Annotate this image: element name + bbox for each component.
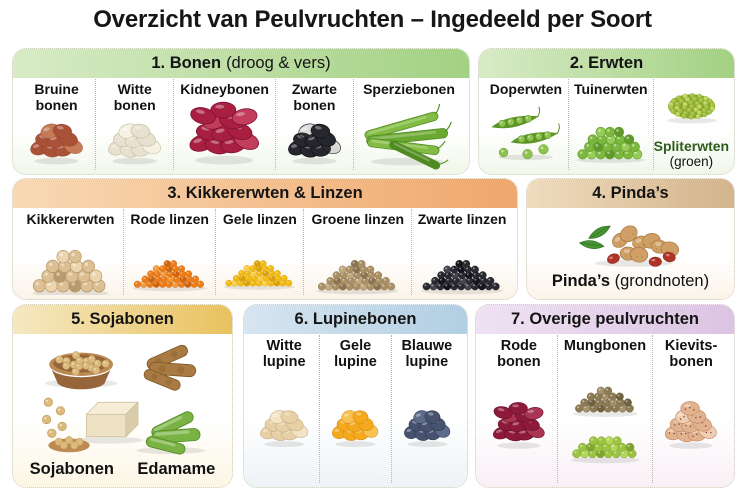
witte-bonen-image	[98, 113, 171, 170]
sperziebonen-label: Sperziebonen	[363, 81, 455, 97]
tuinerwten-image	[571, 98, 651, 170]
zwarte-linzen-image	[414, 228, 510, 295]
gele-linzen-label: Gele linzen	[222, 211, 297, 227]
section-bonen-subtitle: (droog & vers)	[226, 54, 331, 72]
zwarte-bonen-image	[278, 113, 351, 170]
tile-groene-linzen: Groene linzen	[303, 209, 411, 295]
spliterwten-sublabel: (groen)	[669, 154, 714, 170]
tile-kikkererwten: Kikkererwten	[18, 209, 123, 295]
section-overige-body: Rode bonen Mungbonen Kievits-bonen	[476, 334, 734, 487]
rode-bonen-label: Rode bonen	[497, 338, 541, 371]
gele-linzen-image	[218, 228, 301, 295]
section-lupinebonen-header: 6. Lupinebonen	[244, 305, 467, 334]
groene-linzen-image	[306, 228, 409, 295]
section-bonen-card: 1. Bonen (droog & vers) Bruine bonen Wit…	[12, 48, 470, 175]
mungbonen-label: Mungbonen	[563, 338, 647, 354]
section-kikkererwten-linzen-body: Kikkererwten Rode linzen Gele linzen Gro…	[13, 208, 517, 299]
sojabonen-label: Sojabonen	[29, 460, 115, 478]
pindas-image	[532, 209, 729, 271]
tile-mungbonen: Mungbonen	[556, 335, 653, 483]
blauwe-lupine-image	[394, 370, 460, 483]
witte-lupine-label: Witte lupine	[262, 338, 306, 371]
section-kikkererwten-linzen-title: 3. Kikkererwten & Linzen	[167, 184, 363, 202]
zwarte-bonen-label: Zwarte bonen	[291, 81, 337, 113]
section-lupinebonen-body: Witte lupine Gele lupine Blauwe lupine	[244, 334, 467, 487]
gele-lupine-label: Gele lupine	[334, 338, 377, 371]
rode-bonen-image	[483, 370, 555, 483]
tile-tuinerwten: Tuinerwten	[567, 79, 653, 170]
sojabonen-labels: Sojabonen Edamame	[18, 460, 227, 483]
kikkererwten-image	[20, 228, 121, 295]
sperziebonen-image	[356, 98, 462, 170]
bruine-bonen-image	[20, 113, 93, 170]
section-erwten-body: Doperwten Tuinerwten Spliterwten (groen)	[479, 78, 734, 174]
doperwten-label: Doperwten	[489, 81, 563, 97]
section-sojabonen-header: 5. Sojabonen	[13, 305, 232, 334]
spliterwten-label: Spliterwten	[653, 138, 730, 155]
mungbonen-image	[560, 354, 651, 483]
section-erwten-title: 2. Erwten	[569, 54, 644, 72]
rode-linzen-image	[126, 228, 213, 295]
kievitsbonen-label: Kievits-bonen	[664, 338, 718, 371]
kievitsbonen-image	[655, 370, 727, 483]
section-bonen-header: 1. Bonen (droog & vers)	[13, 49, 469, 78]
bruine-bonen-label: Bruine bonen	[34, 81, 79, 113]
section-kikkererwten-linzen-card: 3. Kikkererwten & Linzen Kikkererwten Ro…	[12, 178, 518, 300]
groene-linzen-label: Groene linzen	[311, 211, 405, 227]
spliterwten-image	[656, 79, 727, 136]
rode-linzen-label: Rode linzen	[130, 211, 209, 227]
tile-doperwten: Doperwten	[484, 79, 568, 170]
kidneybonen-image	[176, 98, 273, 170]
tile-rode-linzen: Rode linzen	[123, 209, 215, 295]
section-erwten-header: 2. Erwten	[479, 49, 734, 78]
tile-gele-linzen: Gele linzen	[215, 209, 303, 295]
tile-zwarte-bonen: Zwarte bonen	[274, 79, 353, 170]
pindas-label: Pinda’s (grondnoten)	[551, 272, 710, 290]
tile-rode-bonen: Rode bonen	[481, 335, 557, 483]
witte-lupine-image	[251, 370, 317, 483]
section-overige-header: 7. Overige peulvruchten	[476, 305, 734, 334]
section-kikkererwten-linzen-header: 3. Kikkererwten & Linzen	[13, 179, 517, 208]
zwarte-linzen-label: Zwarte linzen	[417, 211, 507, 227]
section-pindas-header: 4. Pinda’s	[527, 179, 734, 208]
section-bonen-body: Bruine bonen Witte bonen Kidneybonen Zwa…	[13, 78, 469, 174]
page-title: Overzicht van Peulvruchten – Ingedeeld p…	[93, 6, 652, 33]
tile-gele-lupine: Gele lupine	[319, 335, 390, 483]
section-bonen-title: 1. Bonen	[151, 54, 222, 72]
witte-bonen-label: Witte bonen	[113, 81, 156, 113]
tile-zwarte-linzen: Zwarte linzen	[411, 209, 512, 295]
gele-lupine-image	[322, 370, 388, 483]
edamame-label: Edamame	[137, 460, 216, 478]
tile-kidneybonen: Kidneybonen	[173, 79, 275, 170]
section-pindas-body: Pinda’s (grondnoten)	[527, 208, 734, 299]
doperwten-image	[486, 98, 566, 170]
tile-witte-bonen: Witte bonen	[95, 79, 173, 170]
tile-witte-lupine: Witte lupine	[249, 335, 319, 483]
section-sojabonen-body: Sojabonen Edamame	[13, 334, 232, 487]
tile-bruine-bonen: Bruine bonen	[18, 79, 95, 170]
tile-kievitsbonen: Kievits-bonen	[652, 335, 729, 483]
section-lupinebonen-card: 6. Lupinebonen Witte lupine Gele lupine …	[243, 304, 468, 488]
tile-blauwe-lupine: Blauwe lupine	[390, 335, 462, 483]
section-erwten-card: 2. Erwten Doperwten Tuinerwten Spliterwt…	[478, 48, 735, 175]
section-sojabonen-title: 5. Sojabonen	[71, 310, 174, 328]
tuinerwten-label: Tuinerwten	[573, 81, 648, 97]
blauwe-lupine-label: Blauwe lupine	[401, 338, 453, 371]
sojabonen-scene-image	[18, 335, 227, 460]
section-overige-title: 7. Overige peulvruchten	[511, 310, 699, 328]
section-pindas-title: 4. Pinda’s	[592, 184, 669, 202]
section-pindas-card: 4. Pinda’s Pinda’s (grondnoten)	[526, 178, 735, 300]
section-sojabonen-card: 5. Sojabonen Sojabonen Edamame	[12, 304, 233, 488]
kikkererwten-label: Kikkererwten	[26, 211, 115, 227]
section-overige-card: 7. Overige peulvruchten Rode bonen Mungb…	[475, 304, 735, 488]
kidneybonen-label: Kidneybonen	[180, 81, 269, 97]
section-lupinebonen-title: 6. Lupinebonen	[294, 310, 417, 328]
tile-sperziebonen: Sperziebonen	[352, 79, 464, 170]
tile-spliterwten: Spliterwten (groen)	[652, 79, 730, 170]
